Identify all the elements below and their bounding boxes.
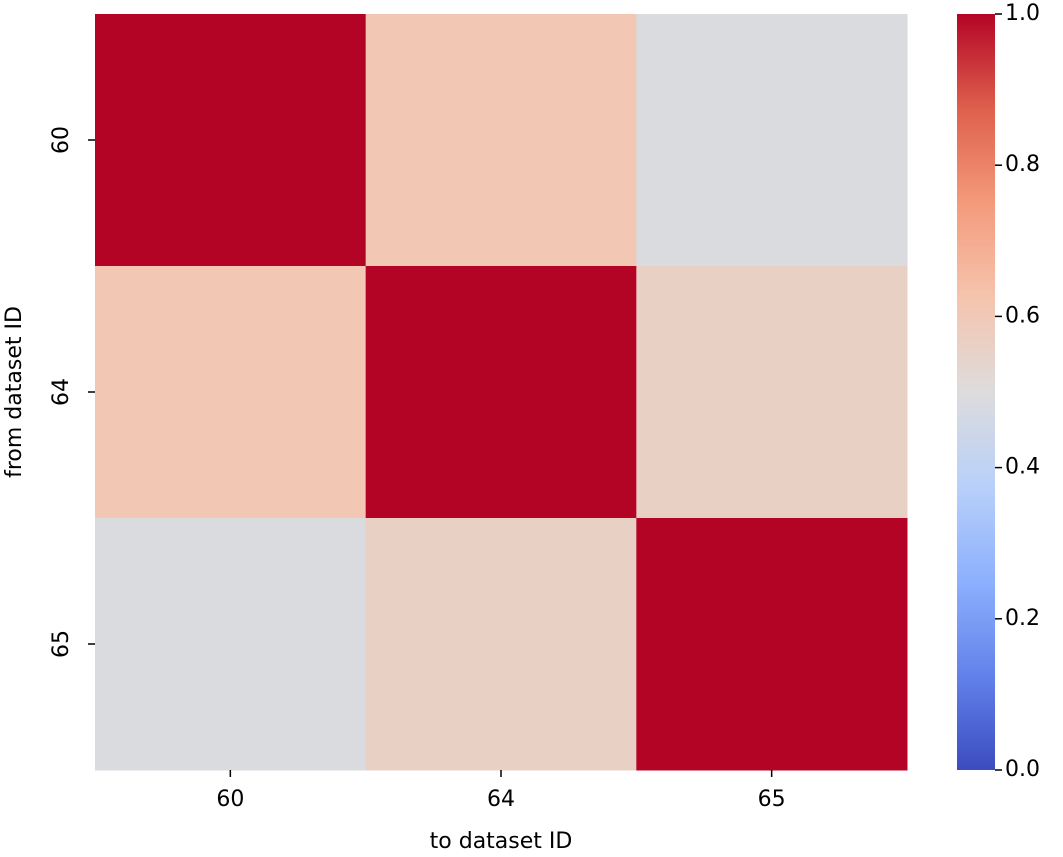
colorbar-tick-label: 0.0: [1005, 757, 1040, 782]
heatmap-cell: [95, 266, 367, 519]
colorbar-tick-label: 1.0: [1005, 1, 1040, 26]
colorbar-tick-label: 0.2: [1005, 606, 1040, 631]
heatmap-cell: [95, 518, 367, 771]
heatmap-cell: [95, 14, 367, 267]
heatmap-cell: [365, 518, 637, 771]
x-tick-label: 64: [487, 787, 515, 812]
y-tick-label: 64: [49, 378, 74, 406]
heatmap-cell: [636, 14, 908, 267]
colorbar-tick-label: 0.6: [1005, 303, 1040, 328]
colorbar-tick-label: 0.8: [1005, 152, 1040, 177]
x-axis-label: to dataset ID: [430, 829, 573, 854]
heatmap-cell: [636, 266, 908, 519]
heatmap-cell: [636, 518, 908, 771]
colorbar: [957, 14, 995, 770]
heatmap-cell: [365, 266, 637, 519]
heatmap-cell: [365, 14, 637, 267]
y-axis-label: from dataset ID: [2, 306, 27, 478]
y-tick-label: 65: [49, 630, 74, 658]
y-tick-label: 60: [49, 126, 74, 154]
x-tick-label: 60: [216, 787, 244, 812]
colorbar-tick-label: 0.4: [1005, 455, 1040, 480]
x-tick-label: 65: [758, 787, 786, 812]
